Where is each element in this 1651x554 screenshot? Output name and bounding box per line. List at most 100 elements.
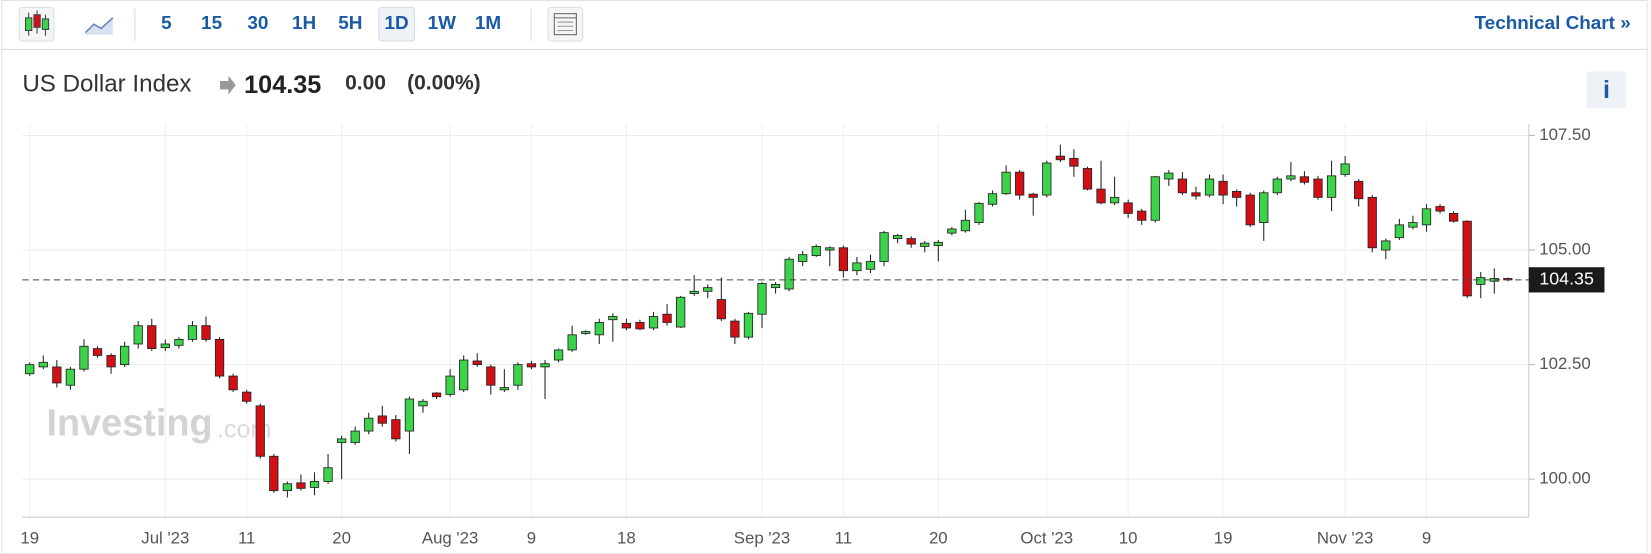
- candle-body: [1042, 162, 1052, 196]
- candle-body: [1340, 163, 1350, 175]
- y-tick-label: 107.50: [1539, 125, 1590, 144]
- candle-body: [404, 398, 415, 432]
- candle-body: [445, 375, 455, 395]
- interval-button[interactable]: 1W: [428, 13, 457, 34]
- candle-body: [621, 322, 632, 329]
- unchanged-arrow: [219, 75, 236, 95]
- x-tick-label: Oct '23: [1020, 529, 1073, 548]
- y-tick-label: 105.00: [1539, 239, 1590, 258]
- candle-body: [391, 419, 401, 440]
- candle-body: [987, 193, 998, 205]
- candle-body: [513, 364, 523, 386]
- candle-body: [1272, 178, 1282, 194]
- candle-body: [1259, 192, 1269, 223]
- candle-body: [242, 391, 252, 402]
- candle-body: [431, 392, 442, 398]
- candle-body: [594, 322, 604, 336]
- selected-interval-bg: [378, 6, 415, 42]
- x-tick-label: 20: [929, 529, 948, 548]
- x-tick-label: 18: [617, 529, 636, 548]
- candle-body: [228, 375, 238, 391]
- candle-body: [1286, 175, 1296, 180]
- candle-body: [1082, 168, 1093, 190]
- candle-body: [865, 261, 876, 270]
- candle-body: [486, 366, 496, 386]
- candle-body: [1191, 192, 1201, 197]
- x-tick-label: 20: [332, 529, 351, 548]
- candle-body: [1055, 155, 1065, 161]
- candle-body: [1448, 212, 1459, 222]
- x-tick-label: 19: [20, 529, 39, 548]
- candle-body: [743, 312, 754, 338]
- candle-body: [716, 299, 726, 320]
- interval-button[interactable]: 30: [247, 13, 268, 34]
- x-tick-label: Nov '23: [1317, 529, 1373, 548]
- candle-body: [581, 331, 591, 334]
- x-tick-label: 9: [527, 529, 536, 548]
- candle-body: [120, 345, 130, 366]
- candle-body: [825, 247, 835, 251]
- candle-body: [1218, 180, 1228, 196]
- x-tick-label: Sep '23: [734, 529, 790, 548]
- candle-body: [377, 415, 387, 424]
- candle-body: [1109, 196, 1120, 204]
- candle-body: [350, 430, 360, 443]
- layout-button[interactable]: [547, 6, 584, 42]
- candle-body: [1354, 180, 1364, 200]
- candle-body: [282, 483, 292, 492]
- candle-body: [25, 364, 35, 375]
- interval-button[interactable]: 1D: [385, 13, 409, 34]
- candle-icon: [24, 10, 50, 36]
- candle-body: [1394, 224, 1404, 239]
- candle-body: [1299, 176, 1310, 183]
- candle-body: [1245, 194, 1255, 226]
- candle-body: [933, 241, 943, 246]
- y-tick-label: 102.50: [1539, 354, 1590, 373]
- candle-body: [174, 338, 184, 346]
- info-button[interactable]: [1586, 71, 1627, 109]
- candle-body: [1001, 171, 1011, 195]
- candle-body: [364, 417, 374, 432]
- interval-button[interactable]: 5H: [338, 13, 362, 34]
- x-tick-label: Aug '23: [422, 529, 478, 548]
- candle-body: [1150, 176, 1160, 221]
- candle-body: [92, 348, 103, 356]
- candle-body: [1313, 178, 1323, 198]
- interval-button[interactable]: 1M: [475, 13, 501, 34]
- candle-body: [1204, 178, 1215, 196]
- candle-body: [38, 361, 48, 368]
- candle-body: [784, 258, 794, 290]
- candle-body: [296, 482, 306, 489]
- candle-body: [1408, 222, 1418, 228]
- instrument-name: US Dollar Index: [22, 71, 191, 98]
- candle-body: [133, 325, 143, 345]
- interval-button[interactable]: 1H: [292, 13, 316, 34]
- candle-body: [187, 325, 198, 340]
- x-tick-label: 11: [835, 529, 852, 548]
- candle-body: [418, 400, 428, 407]
- x-tick-label: 10: [1119, 529, 1138, 548]
- candle-body: [689, 290, 699, 295]
- candle-body: [1069, 157, 1079, 167]
- candle-body: [1164, 172, 1174, 180]
- candle-body: [459, 359, 469, 391]
- candle-body: [65, 368, 76, 386]
- current-price-tag: [1528, 267, 1605, 293]
- line-type-button[interactable]: [84, 17, 114, 35]
- candle-body: [1096, 188, 1106, 204]
- candle-body: [1137, 210, 1147, 221]
- candle-body: [920, 242, 930, 247]
- candle-body: [567, 334, 577, 351]
- candle-body: [608, 316, 618, 321]
- candle-body: [1381, 240, 1391, 251]
- candle-body: [798, 254, 808, 262]
- interval-button[interactable]: 15: [201, 13, 222, 34]
- candle-body: [1177, 178, 1188, 194]
- candle-body: [526, 363, 537, 368]
- candle-body: [1462, 220, 1472, 297]
- candle-body: [323, 467, 333, 482]
- interval-button[interactable]: 5: [161, 13, 172, 34]
- technical-chart-link[interactable]: Technical Chart »: [1475, 13, 1631, 34]
